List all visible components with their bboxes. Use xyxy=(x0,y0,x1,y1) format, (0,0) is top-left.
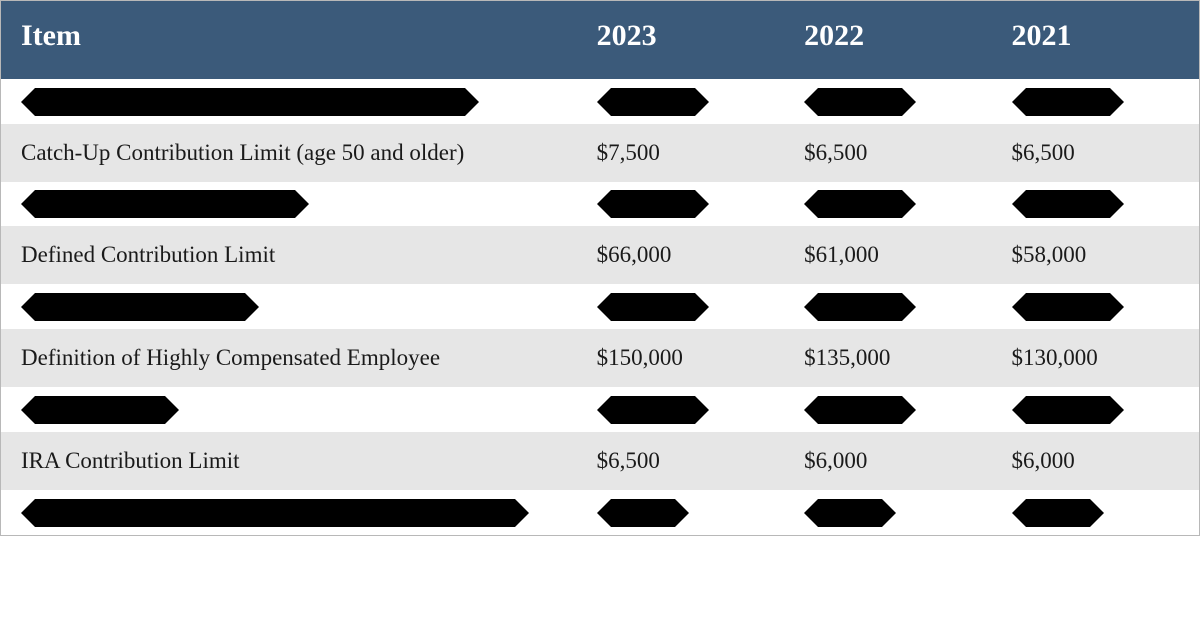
header-item: Item xyxy=(1,1,577,79)
redaction-bar xyxy=(818,293,902,321)
cell-2021: $130,000 xyxy=(992,329,1199,387)
redaction-bar xyxy=(1026,396,1110,424)
redaction-bar xyxy=(611,293,695,321)
cell-label: Defined Contribution Limit xyxy=(1,226,577,284)
cell-label: Catch-Up Contribution Limit (age 50 and … xyxy=(1,124,577,182)
cell-2023: $6,500 xyxy=(577,432,784,490)
redaction-bar xyxy=(611,88,695,116)
cell-2023: $66,000 xyxy=(577,226,784,284)
redaction-bar xyxy=(611,499,675,527)
cell-2022: $6,000 xyxy=(784,432,991,490)
redacted-row xyxy=(1,284,1199,329)
redaction-bar xyxy=(818,499,882,527)
redaction-bar xyxy=(611,190,695,218)
cell-2021: $6,500 xyxy=(992,124,1199,182)
redacted-row xyxy=(1,79,1199,124)
cell-2023: $7,500 xyxy=(577,124,784,182)
cell-label: Definition of Highly Compensated Employe… xyxy=(1,329,577,387)
redacted-row xyxy=(1,387,1199,432)
redacted-row xyxy=(1,490,1199,535)
limits-table: Item 2023 2022 2021 Catch-Up Contributio… xyxy=(1,1,1199,535)
redaction-bar xyxy=(1026,499,1090,527)
cell-2022: $61,000 xyxy=(784,226,991,284)
cell-2022: $135,000 xyxy=(784,329,991,387)
redaction-bar xyxy=(35,190,295,218)
redaction-bar xyxy=(1026,190,1110,218)
cell-2021: $6,000 xyxy=(992,432,1199,490)
redaction-bar xyxy=(1026,88,1110,116)
redaction-bar xyxy=(35,396,165,424)
header-row: Item 2023 2022 2021 xyxy=(1,1,1199,79)
header-2021: 2021 xyxy=(992,1,1199,79)
redaction-bar xyxy=(35,293,245,321)
limits-table-container: Item 2023 2022 2021 Catch-Up Contributio… xyxy=(0,0,1200,536)
redaction-bar xyxy=(611,396,695,424)
header-2022: 2022 xyxy=(784,1,991,79)
redaction-bar xyxy=(35,88,465,116)
redaction-bar xyxy=(818,190,902,218)
cell-label: IRA Contribution Limit xyxy=(1,432,577,490)
row-hce: Definition of Highly Compensated Employe… xyxy=(1,329,1199,387)
redacted-row xyxy=(1,182,1199,227)
cell-2023: $150,000 xyxy=(577,329,784,387)
row-ira: IRA Contribution Limit $6,500 $6,000 $6,… xyxy=(1,432,1199,490)
redaction-bar xyxy=(818,396,902,424)
redaction-bar xyxy=(35,499,515,527)
cell-2021: $58,000 xyxy=(992,226,1199,284)
redaction-bar xyxy=(818,88,902,116)
row-catchup: Catch-Up Contribution Limit (age 50 and … xyxy=(1,124,1199,182)
row-defined-contribution: Defined Contribution Limit $66,000 $61,0… xyxy=(1,226,1199,284)
header-2023: 2023 xyxy=(577,1,784,79)
redaction-bar xyxy=(1026,293,1110,321)
cell-2022: $6,500 xyxy=(784,124,991,182)
